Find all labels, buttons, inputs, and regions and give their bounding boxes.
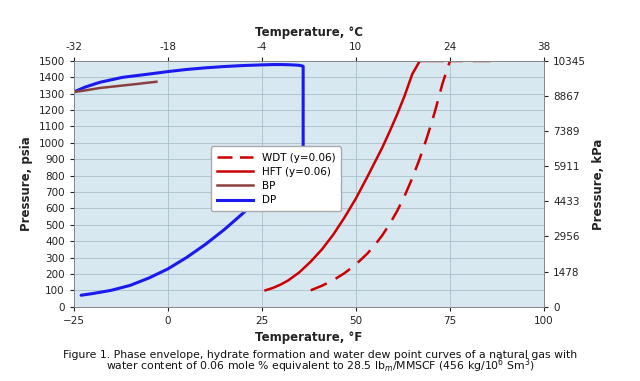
Legend: WDT (y=0.06), HFT (y=0.06), BP, DP: WDT (y=0.06), HFT (y=0.06), BP, DP: [211, 146, 341, 211]
X-axis label: Temperature, °C: Temperature, °C: [255, 26, 363, 39]
Text: Figure 1. Phase envelope, hydrate formation and water dew point curves of a natu: Figure 1. Phase envelope, hydrate format…: [63, 350, 577, 360]
Y-axis label: Pressure, psia: Pressure, psia: [20, 136, 33, 231]
Text: water content of 0.06 mole % equivalent to 28.5 lb$_m$/MMSCF (456 kg/10$^6$ Sm$^: water content of 0.06 mole % equivalent …: [106, 357, 534, 375]
X-axis label: Temperature, °F: Temperature, °F: [255, 331, 362, 344]
Y-axis label: Pressure, kPa: Pressure, kPa: [591, 138, 605, 229]
